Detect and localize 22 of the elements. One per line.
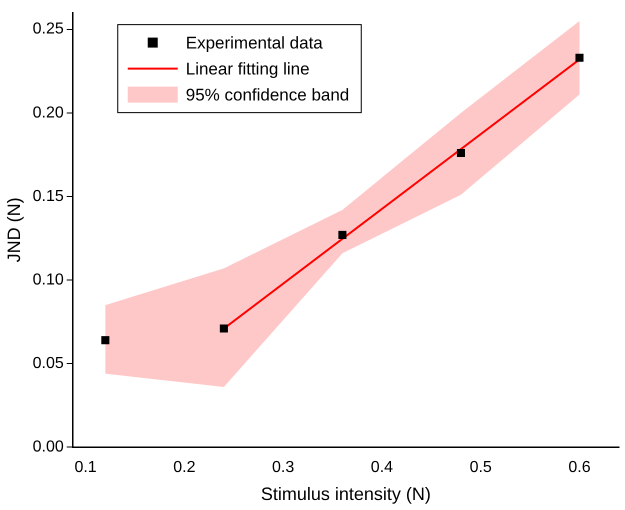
x-tick-label: 0.5: [470, 459, 492, 476]
y-tick-label: 0.20: [32, 104, 64, 122]
point: [456, 148, 465, 158]
y-tick-label: 0.00: [32, 438, 64, 456]
y-axis-title: JND (N): [4, 197, 24, 262]
point: [575, 54, 584, 62]
y-tick-label: 0.25: [32, 20, 64, 38]
y-tick-label: 0.10: [32, 271, 64, 288]
legend-label: Linear fitting line: [186, 59, 310, 78]
point: [338, 230, 346, 239]
x-tick-label: 0.3: [272, 459, 294, 476]
point: [220, 324, 228, 333]
x-tick-label: 0.2: [173, 459, 196, 476]
x-axis-title: Stimulus intensity (N): [260, 484, 431, 504]
legend-label: 95% confidence band: [186, 85, 350, 104]
y-tick-label: 0.05: [32, 355, 64, 372]
x-tick-label: 0.6: [568, 459, 591, 476]
legend-label: Experimental data: [186, 33, 324, 52]
y-tick-label: 0.15: [32, 188, 64, 205]
x-tick-label: 0.4: [370, 459, 394, 476]
x-tick-label: 0.1: [74, 459, 97, 476]
point: [101, 336, 110, 344]
